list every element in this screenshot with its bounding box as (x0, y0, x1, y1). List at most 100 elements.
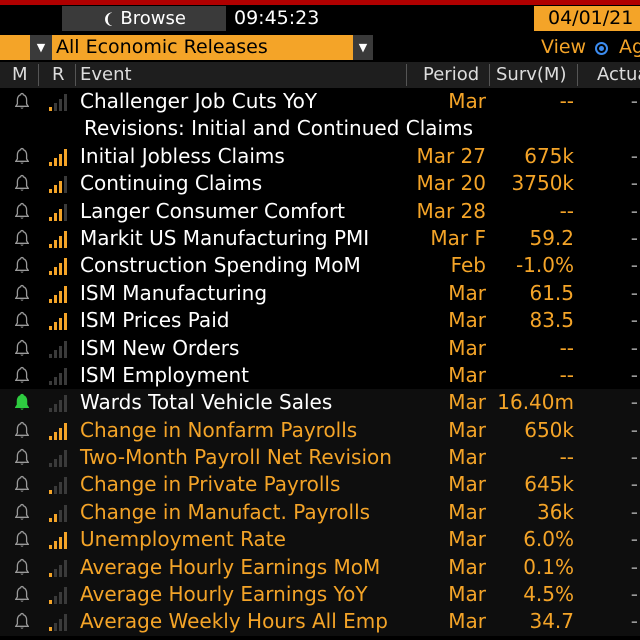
event-row[interactable]: Change in Private Payrolls Mar 645k - (0, 471, 640, 499)
column-header-surv[interactable]: Surv(M) (496, 64, 567, 85)
alert-bell-icon[interactable] (14, 147, 30, 166)
event-row[interactable]: Langer Consumer Comfort Mar 28 -- - (0, 198, 640, 225)
alert-bell-icon[interactable] (14, 229, 30, 248)
view-radio[interactable] (595, 42, 608, 55)
relevance-icon (49, 587, 71, 605)
relevance-bar (64, 313, 67, 331)
event-period: Mar 20 (416, 171, 486, 196)
event-name[interactable]: Average Hourly Earnings YoY (80, 582, 368, 607)
event-survey: -- (559, 89, 574, 113)
relevance-bar (64, 367, 67, 385)
event-row[interactable]: Initial Jobless Claims Mar 27 675k - (0, 143, 640, 170)
event-period: Mar (448, 417, 486, 442)
event-name[interactable]: Wards Total Vehicle Sales (80, 390, 333, 415)
alert-bell-icon[interactable] (14, 202, 30, 221)
event-name[interactable]: Change in Nonfarm Payrolls (80, 417, 358, 442)
event-row[interactable]: Change in Manufact. Payrolls Mar 36k - (0, 498, 640, 527)
event-row[interactable]: ISM Employment Mar -- - (0, 362, 640, 389)
alert-bell-icon[interactable] (14, 530, 30, 549)
relevance-bar (54, 568, 57, 577)
alert-bell-icon[interactable] (14, 558, 30, 577)
alert-bell-icon[interactable] (14, 366, 30, 385)
alert-bell-icon[interactable] (14, 612, 30, 631)
relevance-bar (54, 212, 57, 221)
column-header-period[interactable]: Period (423, 64, 480, 85)
event-name[interactable]: Continuing Claims (80, 171, 263, 196)
alert-bell-icon[interactable] (14, 174, 30, 193)
relevance-bar (49, 627, 52, 632)
relevance-bar (49, 600, 52, 605)
event-survey: 4.5% (523, 582, 574, 607)
relevance-bar (59, 181, 62, 194)
relevance-bar (54, 294, 57, 303)
relevance-bar (49, 216, 52, 221)
chevron-down-icon[interactable]: ▼ (30, 35, 52, 60)
event-name[interactable]: ISM Manufacturing (80, 280, 268, 305)
event-row[interactable]: Unemployment Rate Mar 6.0% - (0, 526, 640, 554)
event-actual: - (630, 280, 638, 305)
relevance-bar (64, 422, 67, 440)
event-actual: - (630, 143, 638, 168)
alert-bell-icon[interactable] (14, 393, 30, 412)
alert-bell-icon[interactable] (14, 585, 30, 604)
event-name[interactable]: Average Hourly Earnings MoM (80, 554, 381, 579)
date-input[interactable]: 04/01/21 (534, 6, 640, 31)
release-filter-field[interactable]: All Economic Releases (52, 35, 357, 60)
relevance-bar (59, 345, 62, 358)
event-name[interactable]: Average Weekly Hours All Emp (80, 609, 388, 634)
column-header-event[interactable]: Event (80, 64, 132, 85)
event-actual: - (630, 198, 638, 223)
event-name[interactable]: Construction Spending MoM (80, 253, 361, 278)
alert-bell-icon[interactable] (14, 503, 30, 522)
event-name[interactable]: Initial Jobless Claims (80, 143, 285, 168)
event-row[interactable]: Average Hourly Earnings YoY Mar 4.5% - (0, 581, 640, 609)
alert-bell-icon[interactable] (14, 256, 30, 275)
alert-bell-icon[interactable] (14, 284, 30, 303)
relevance-icon (49, 94, 71, 111)
column-divider (406, 64, 407, 86)
event-row[interactable]: Markit US Manufacturing PMI Mar F 59.2 - (0, 225, 640, 252)
event-row[interactable]: Construction Spending MoM Feb -1.0% - (0, 252, 640, 279)
browse-label: Browse (120, 8, 186, 29)
column-header-actual[interactable]: Actual (597, 64, 640, 85)
event-name[interactable]: Markit US Manufacturing PMI (80, 225, 370, 250)
event-name[interactable]: Two-Month Payroll Net Revision (80, 445, 392, 470)
event-row[interactable]: ISM New Orders Mar -- - (0, 335, 640, 362)
event-row[interactable]: Average Hourly Earnings MoM Mar 0.1% - (0, 553, 640, 582)
event-name[interactable]: Change in Manufact. Payrolls (80, 499, 371, 524)
event-name[interactable]: ISM New Orders (80, 335, 240, 360)
event-row[interactable]: Average Weekly Hours All Emp Mar 34.7 - (0, 608, 640, 636)
alert-bell-icon[interactable] (14, 421, 30, 440)
event-row[interactable]: Change in Nonfarm Payrolls Mar 650k - (0, 416, 640, 445)
alert-bell-icon[interactable] (14, 475, 30, 494)
alert-bell-icon[interactable] (14, 311, 30, 330)
relevance-bar (49, 545, 52, 550)
event-row[interactable]: Wards Total Vehicle Sales Mar 16.40m - (0, 389, 640, 417)
event-row[interactable]: Challenger Job Cuts YoY Mar -- - (0, 88, 640, 115)
event-name[interactable]: ISM Employment (80, 362, 249, 387)
event-row[interactable]: ISM Prices Paid Mar 83.5 - (0, 307, 640, 334)
event-period: Mar (448, 499, 486, 524)
relevance-bar (64, 532, 67, 550)
event-name[interactable]: Unemployment Rate (80, 527, 286, 552)
event-row[interactable]: ISM Manufacturing Mar 61.5 - (0, 280, 640, 307)
browse-button[interactable]: ❨ Browse (62, 6, 226, 31)
alert-bell-icon[interactable] (14, 92, 30, 111)
event-name[interactable]: Langer Consumer Comfort (80, 198, 346, 223)
event-row[interactable]: Continuing Claims Mar 20 3750k - (0, 170, 640, 197)
event-name[interactable]: ISM Prices Paid (80, 308, 230, 333)
event-name[interactable]: Challenger Job Cuts YoY (80, 89, 318, 113)
event-name[interactable]: Change in Private Payrolls (80, 472, 341, 497)
alert-bell-icon[interactable] (14, 448, 30, 467)
alert-bell-icon[interactable] (14, 339, 30, 358)
event-row[interactable]: Two-Month Payroll Net Revision Mar -- - (0, 444, 640, 472)
event-actual: - (630, 308, 638, 333)
event-survey: 0.1% (523, 554, 574, 579)
chevron-down-icon[interactable]: ▼ (353, 35, 373, 60)
event-survey: -1.0% (515, 253, 574, 278)
column-header-m[interactable]: M (12, 64, 28, 85)
relevance-bar (49, 572, 52, 577)
region-field[interactable] (0, 35, 30, 60)
event-actual: - (630, 335, 638, 360)
column-header-r[interactable]: R (52, 64, 65, 85)
